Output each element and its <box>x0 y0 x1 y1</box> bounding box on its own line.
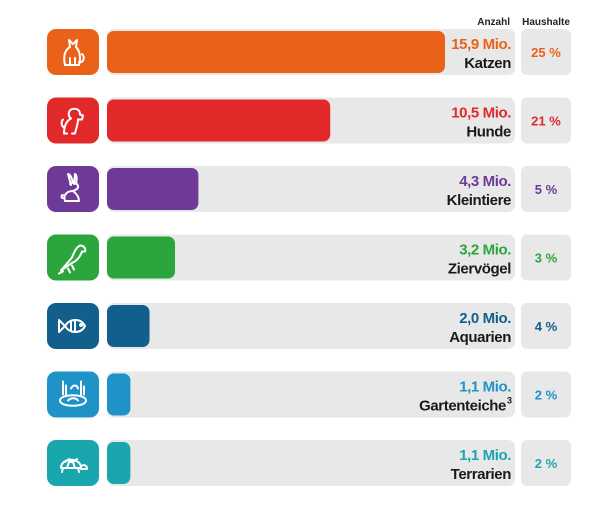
households-box <box>521 303 571 349</box>
chart-row: 1,1 Mio. Terrarien 2 % <box>47 440 571 486</box>
cat-icon <box>63 39 85 66</box>
households-box <box>521 97 571 144</box>
households-value: 5 % <box>535 182 558 197</box>
households-value: 25 % <box>531 45 561 60</box>
fish-icon <box>58 319 86 333</box>
chart-row: 3,2 Mio. Ziervögel 3 % <box>47 234 571 281</box>
households-value: 2 % <box>535 388 558 403</box>
chart-row: 4,3 Mio. Kleintiere 5 % <box>47 166 571 212</box>
households-box <box>521 440 571 486</box>
chart-row: 2,0 Mio. Aquarien 4 % <box>47 303 571 349</box>
bar-track <box>107 371 515 418</box>
parrot-icon <box>58 244 87 275</box>
category-label: Katzen <box>464 55 511 72</box>
category-label: Hunde <box>466 124 511 141</box>
value-label: 15,9 Mio. <box>451 36 511 53</box>
households-box <box>521 371 571 418</box>
value-label: 10,5 Mio. <box>451 105 511 122</box>
pond-icon <box>59 380 87 407</box>
value-label: 3,2 Mio. <box>459 242 511 259</box>
footnote-marker: 3 <box>507 396 512 406</box>
bar <box>107 168 199 210</box>
category-label: Gartenteiche <box>419 398 506 415</box>
icon-tile <box>47 166 99 212</box>
households-box <box>521 166 571 212</box>
chart-row: 10,5 Mio. Hunde 21 % <box>47 97 571 144</box>
households-box <box>521 29 571 75</box>
icon-tile <box>47 303 99 349</box>
households-box <box>521 234 571 281</box>
bar <box>107 236 176 279</box>
turtle-icon <box>60 458 88 473</box>
bar <box>107 31 445 73</box>
bar-track <box>107 166 515 212</box>
households-value: 3 % <box>535 251 558 266</box>
category-label: Kleintiere <box>447 192 511 209</box>
category-label: Aquarien <box>449 329 511 346</box>
value-label: 1,1 Mio. <box>459 447 511 464</box>
dog-icon <box>60 107 84 135</box>
icon-tile <box>47 97 99 144</box>
households-value: 2 % <box>535 456 558 471</box>
value-label: 1,1 Mio. <box>459 379 511 396</box>
bar-track <box>107 303 515 349</box>
households-value: 4 % <box>535 319 558 334</box>
bar <box>107 442 131 484</box>
header-count: Anzahl <box>477 17 510 28</box>
bar <box>107 305 150 347</box>
chart-row: 15,9 Mio. Katzen 25 % <box>47 29 571 75</box>
category-label: Ziervögel <box>448 261 511 278</box>
households-value: 21 % <box>531 114 561 129</box>
value-label: 2,0 Mio. <box>459 310 511 327</box>
category-label: Terrarien <box>451 466 512 483</box>
icon-tile <box>47 29 99 75</box>
value-label: 4,3 Mio. <box>459 173 511 190</box>
chart-row: 1,1 Mio. Gartenteiche 3 2 % <box>47 371 571 418</box>
bar-track <box>107 234 515 281</box>
rabbit-icon <box>60 173 80 202</box>
bar-track <box>107 440 515 486</box>
bar <box>107 373 131 416</box>
header-households: Haushalte <box>522 17 570 28</box>
bar <box>107 99 331 142</box>
